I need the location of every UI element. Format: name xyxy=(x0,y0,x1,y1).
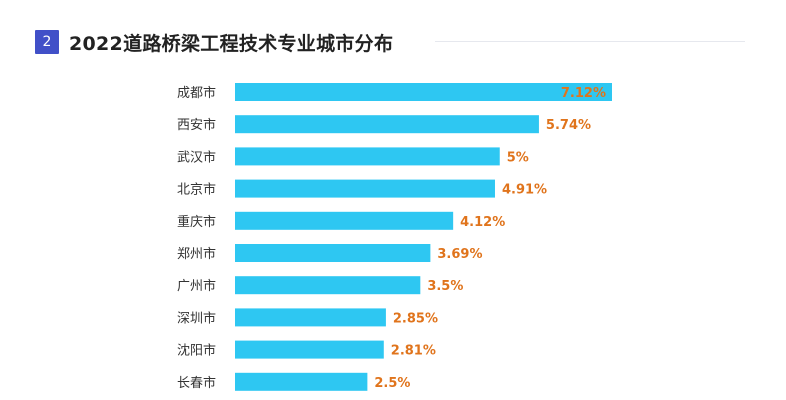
value-label: 2.5% xyxy=(374,376,410,391)
category-label: 重庆市 xyxy=(177,214,216,230)
bar xyxy=(235,211,454,230)
bar xyxy=(235,372,368,391)
bar xyxy=(235,308,386,327)
bar-row: 深圳市 2.85% xyxy=(177,308,438,327)
bar-row: 沈阳市 2.81% xyxy=(177,340,436,359)
value-label: 2.81% xyxy=(391,344,436,359)
value-label: 2.85% xyxy=(393,311,438,326)
bar-row: 郑州市 3.69% xyxy=(177,244,482,262)
bar-row: 西安市 5.74% xyxy=(177,115,591,134)
bar-row: 北京市 4.91% xyxy=(177,179,547,198)
category-label: 长春市 xyxy=(177,375,216,391)
bar xyxy=(235,83,612,101)
bar xyxy=(235,115,539,134)
bar-row: 广州市 3.5% xyxy=(177,276,463,295)
bar-row: 重庆市 4.12% xyxy=(177,211,505,230)
category-label: 沈阳市 xyxy=(177,343,216,359)
value-label: 4.91% xyxy=(502,183,547,198)
bar xyxy=(235,340,384,359)
category-label: 深圳市 xyxy=(177,310,216,326)
value-label: 7.12% xyxy=(561,86,606,101)
header-divider xyxy=(435,41,745,42)
chart-header: 2 2022道路桥梁工程技术专业城市分布 xyxy=(35,29,393,55)
category-label: 武汉市 xyxy=(177,149,216,165)
bar xyxy=(235,147,500,166)
bar-row: 长春市 2.5% xyxy=(177,372,410,391)
bar xyxy=(235,179,495,198)
category-label: 北京市 xyxy=(177,182,216,198)
bar-row: 成都市 7.12% xyxy=(177,83,612,101)
section-number-badge: 2 xyxy=(35,30,59,54)
chart-title: 2022道路桥梁工程技术专业城市分布 xyxy=(69,32,394,55)
category-label: 郑州市 xyxy=(177,246,216,262)
bar xyxy=(235,244,431,262)
value-label: 5% xyxy=(507,150,529,165)
bar xyxy=(235,276,421,295)
category-label: 成都市 xyxy=(177,85,216,101)
category-label: 西安市 xyxy=(177,117,216,133)
bar-row: 武汉市 5% xyxy=(177,147,529,166)
value-label: 5.74% xyxy=(546,118,591,133)
value-label: 3.69% xyxy=(437,247,482,262)
value-label: 3.5% xyxy=(427,279,463,294)
value-label: 4.12% xyxy=(460,215,505,230)
category-label: 广州市 xyxy=(177,278,216,294)
